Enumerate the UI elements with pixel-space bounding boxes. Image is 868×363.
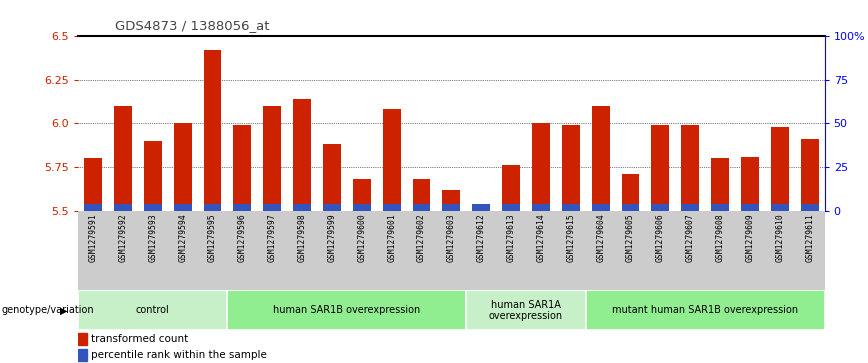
Text: GSM1279605: GSM1279605 bbox=[626, 213, 635, 262]
Bar bbox=[174, 204, 192, 211]
Text: GSM1279601: GSM1279601 bbox=[387, 213, 396, 262]
Bar bbox=[383, 110, 401, 211]
Bar bbox=[352, 179, 371, 211]
Bar bbox=[78, 349, 88, 362]
Text: GSM1279607: GSM1279607 bbox=[686, 213, 694, 262]
Bar bbox=[174, 123, 192, 211]
Text: GSM1279594: GSM1279594 bbox=[178, 213, 187, 262]
Bar bbox=[651, 204, 669, 211]
Bar bbox=[203, 204, 221, 211]
Bar bbox=[263, 204, 281, 211]
Bar bbox=[293, 204, 311, 211]
Text: control: control bbox=[136, 305, 169, 315]
Bar bbox=[144, 141, 161, 211]
Bar bbox=[586, 290, 825, 330]
Bar bbox=[771, 204, 789, 211]
Bar bbox=[323, 144, 341, 211]
Bar bbox=[711, 204, 729, 211]
Bar bbox=[532, 204, 550, 211]
Bar bbox=[651, 125, 669, 211]
Text: GSM1279613: GSM1279613 bbox=[507, 213, 516, 262]
Text: percentile rank within the sample: percentile rank within the sample bbox=[91, 350, 267, 360]
Bar bbox=[502, 204, 520, 211]
Text: GSM1279597: GSM1279597 bbox=[267, 213, 277, 262]
Bar bbox=[78, 333, 88, 345]
Text: GSM1279593: GSM1279593 bbox=[148, 213, 157, 262]
Bar bbox=[293, 99, 311, 211]
Text: GSM1279604: GSM1279604 bbox=[596, 213, 605, 262]
Text: GSM1279609: GSM1279609 bbox=[746, 213, 754, 262]
Bar bbox=[771, 127, 789, 211]
Bar bbox=[227, 290, 466, 330]
Bar bbox=[84, 158, 102, 211]
Bar bbox=[78, 290, 227, 330]
Bar bbox=[412, 179, 431, 211]
Text: GSM1279596: GSM1279596 bbox=[238, 213, 247, 262]
Text: genotype/variation: genotype/variation bbox=[2, 305, 95, 315]
Bar bbox=[621, 174, 640, 211]
Bar bbox=[800, 204, 819, 211]
Text: mutant human SAR1B overexpression: mutant human SAR1B overexpression bbox=[612, 305, 799, 315]
Bar bbox=[233, 204, 252, 211]
Bar bbox=[592, 204, 609, 211]
Bar bbox=[323, 204, 341, 211]
Bar bbox=[472, 204, 490, 211]
Bar bbox=[114, 106, 132, 211]
Bar bbox=[263, 106, 281, 211]
Text: GSM1279612: GSM1279612 bbox=[477, 213, 486, 262]
Bar bbox=[352, 204, 371, 211]
Bar bbox=[621, 204, 640, 211]
Bar bbox=[681, 125, 700, 211]
Bar bbox=[741, 204, 759, 211]
Text: GSM1279611: GSM1279611 bbox=[806, 213, 814, 262]
Text: GSM1279592: GSM1279592 bbox=[118, 213, 128, 262]
Text: GSM1279608: GSM1279608 bbox=[715, 213, 725, 262]
Bar bbox=[466, 290, 586, 330]
Bar bbox=[233, 125, 252, 211]
Text: GSM1279614: GSM1279614 bbox=[536, 213, 545, 262]
Text: GSM1279606: GSM1279606 bbox=[656, 213, 665, 262]
Text: GSM1279615: GSM1279615 bbox=[566, 213, 575, 262]
Bar bbox=[84, 204, 102, 211]
Text: GSM1279600: GSM1279600 bbox=[358, 213, 366, 262]
Bar bbox=[502, 165, 520, 211]
Bar bbox=[562, 125, 580, 211]
Bar bbox=[144, 204, 161, 211]
Bar bbox=[532, 123, 550, 211]
Text: ▶: ▶ bbox=[60, 305, 68, 315]
Text: GSM1279595: GSM1279595 bbox=[208, 213, 217, 262]
Bar bbox=[472, 207, 490, 211]
Bar bbox=[800, 139, 819, 211]
Text: transformed count: transformed count bbox=[91, 334, 188, 344]
Bar bbox=[114, 204, 132, 211]
Text: GSM1279591: GSM1279591 bbox=[89, 213, 97, 262]
Text: GDS4873 / 1388056_at: GDS4873 / 1388056_at bbox=[115, 19, 270, 32]
Text: human SAR1B overexpression: human SAR1B overexpression bbox=[273, 305, 420, 315]
Bar bbox=[741, 156, 759, 211]
Bar bbox=[443, 204, 460, 211]
Text: GSM1279610: GSM1279610 bbox=[775, 213, 785, 262]
Text: GSM1279603: GSM1279603 bbox=[447, 213, 456, 262]
Text: human SAR1A
overexpression: human SAR1A overexpression bbox=[489, 299, 563, 321]
Bar bbox=[412, 204, 431, 211]
Bar bbox=[383, 204, 401, 211]
Bar bbox=[562, 204, 580, 211]
Bar bbox=[443, 189, 460, 211]
Text: GSM1279602: GSM1279602 bbox=[417, 213, 426, 262]
Bar bbox=[592, 106, 609, 211]
Bar bbox=[203, 50, 221, 211]
Text: GSM1279599: GSM1279599 bbox=[327, 213, 337, 262]
Bar bbox=[681, 204, 700, 211]
Bar bbox=[711, 158, 729, 211]
Text: GSM1279598: GSM1279598 bbox=[298, 213, 306, 262]
